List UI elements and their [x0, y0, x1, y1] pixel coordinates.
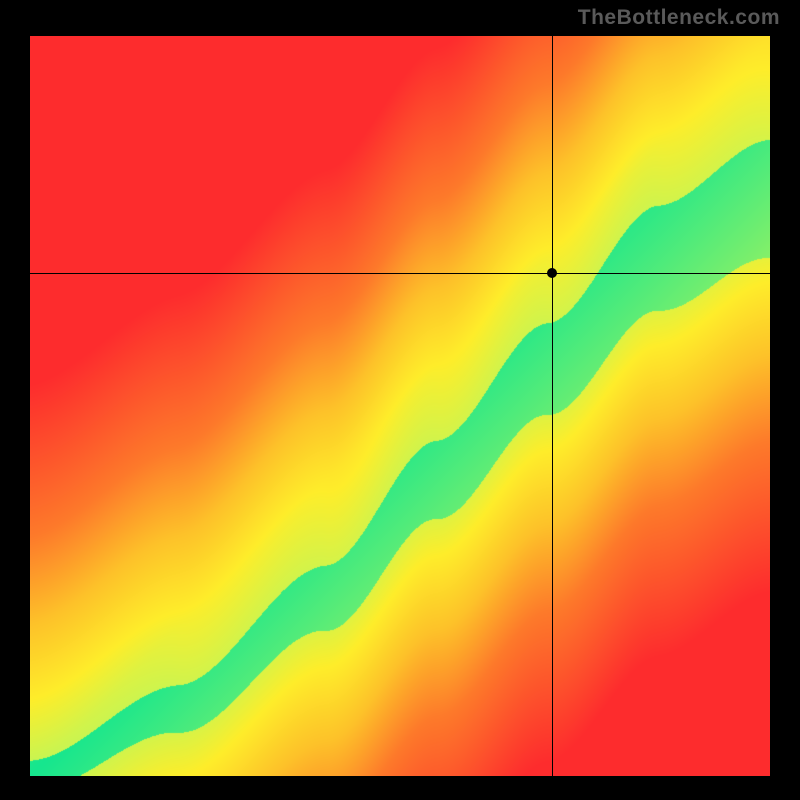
crosshair-vertical-line — [552, 36, 553, 776]
bottleneck-heatmap-container — [30, 36, 770, 776]
watermark-text: TheBottleneck.com — [578, 6, 780, 30]
crosshair-dot — [547, 268, 557, 278]
bottleneck-heatmap — [30, 36, 770, 776]
crosshair-horizontal-line — [30, 273, 770, 274]
